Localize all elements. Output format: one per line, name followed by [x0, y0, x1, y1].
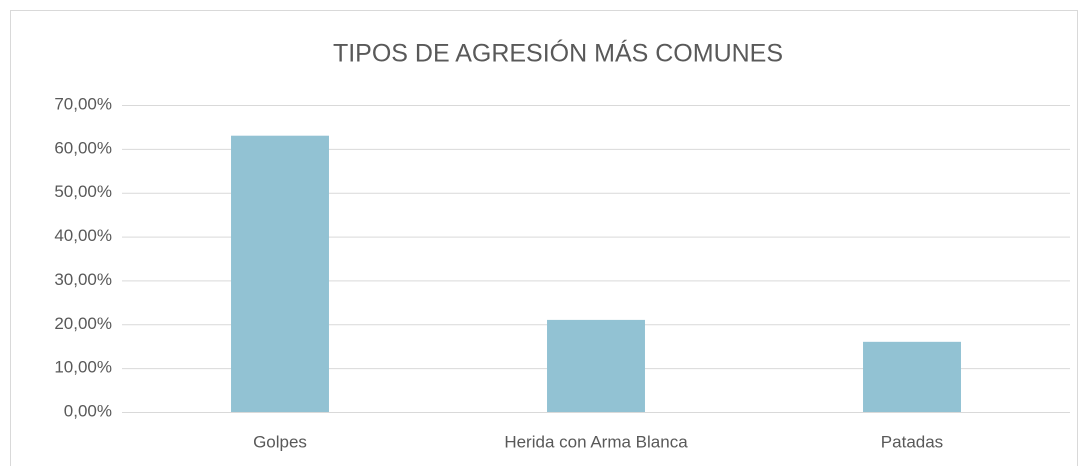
x-tick-label: Patadas: [881, 432, 943, 451]
y-tick-label: 20,00%: [54, 314, 112, 333]
y-tick-label: 40,00%: [54, 226, 112, 245]
bar: [863, 341, 961, 412]
x-tick-label: Herida con Arma Blanca: [504, 432, 688, 451]
bar: [231, 135, 329, 412]
y-tick-label: 30,00%: [54, 270, 112, 289]
x-tick-label: Golpes: [253, 432, 307, 451]
y-tick-label: 60,00%: [54, 138, 112, 157]
y-tick-label: 10,00%: [54, 358, 112, 377]
bar: [547, 319, 645, 412]
chart-title: TIPOS DE AGRESIÓN MÁS COMUNES: [333, 39, 783, 68]
y-tick-label: 70,00%: [54, 94, 112, 113]
y-tick-label: 50,00%: [54, 182, 112, 201]
y-tick-label: 0,00%: [64, 401, 112, 420]
